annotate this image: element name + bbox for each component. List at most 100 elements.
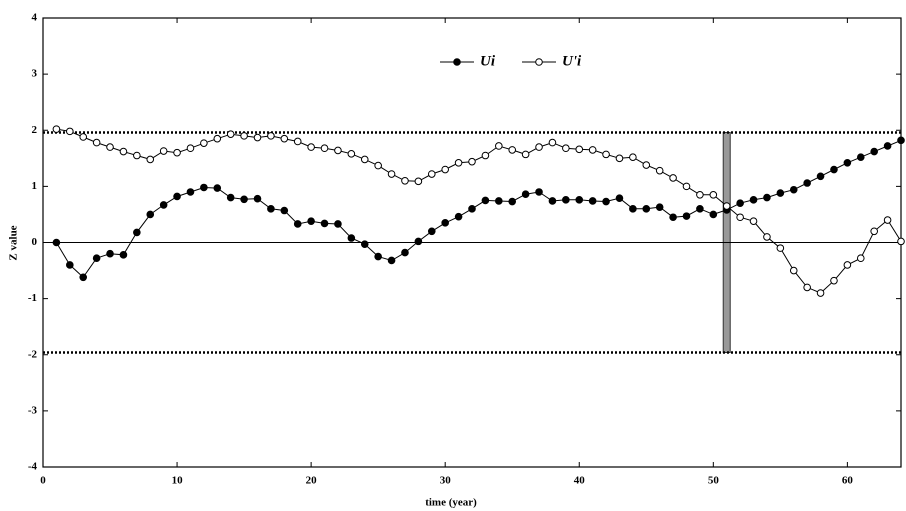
data-point — [320, 144, 329, 153]
data-point — [240, 195, 248, 204]
x-tick-label: 30 — [440, 475, 452, 487]
y-tick-label: -3 — [28, 404, 38, 416]
legend-label: Ui — [480, 53, 496, 69]
data-point — [119, 251, 128, 259]
data-point — [334, 146, 342, 155]
y-tick-label: -2 — [28, 348, 38, 360]
data-point — [508, 146, 517, 154]
x-tick-label: 0 — [40, 475, 46, 487]
data-point — [615, 154, 624, 163]
data-point — [897, 237, 905, 246]
data-point — [736, 213, 744, 222]
data-point — [374, 161, 382, 170]
data-point — [856, 254, 865, 263]
data-point — [468, 205, 476, 213]
data-point — [830, 165, 838, 174]
data-point — [66, 127, 74, 136]
data-point — [816, 172, 825, 181]
x-tick-label: 60 — [842, 475, 854, 487]
data-point — [588, 197, 597, 205]
data-point — [307, 217, 315, 225]
data-point — [468, 157, 476, 166]
data-point — [374, 252, 382, 261]
data-point — [79, 273, 88, 282]
y-tick-label: 4 — [32, 12, 38, 24]
data-point — [789, 185, 798, 194]
data-point — [629, 205, 637, 213]
data-point — [642, 161, 651, 169]
data-point — [280, 134, 289, 143]
data-point — [856, 153, 865, 161]
x-tick-label: 10 — [172, 475, 184, 487]
data-point — [602, 197, 610, 206]
y-tick-label: 1 — [32, 180, 38, 192]
data-point — [575, 196, 584, 204]
data-point — [696, 205, 704, 213]
data-point — [696, 190, 704, 199]
data-point — [789, 266, 798, 275]
data-point — [548, 197, 557, 205]
data-point — [200, 183, 208, 192]
data-point — [427, 227, 436, 236]
data-point — [106, 249, 114, 258]
data-point — [709, 210, 718, 219]
data-point — [655, 203, 664, 211]
data-point — [226, 193, 235, 202]
data-point — [240, 132, 248, 140]
data-point — [253, 133, 262, 142]
data-point — [414, 237, 423, 246]
data-point — [669, 174, 677, 182]
data-point — [897, 136, 905, 145]
data-point — [481, 151, 490, 160]
x-tick-label: 40 — [574, 475, 586, 487]
data-point — [763, 233, 771, 241]
data-point — [575, 145, 584, 154]
data-point — [682, 182, 691, 191]
data-point — [213, 184, 222, 192]
data-point — [535, 143, 543, 151]
data-point — [200, 139, 208, 147]
data-point — [401, 248, 409, 257]
data-point — [92, 138, 101, 147]
data-point — [360, 240, 369, 248]
x-axis-label: time (year) — [425, 497, 477, 509]
data-point — [749, 217, 758, 225]
data-point — [508, 197, 517, 206]
data-point — [387, 256, 396, 265]
y-axis-label: Z value — [8, 225, 20, 260]
data-point — [334, 220, 342, 228]
data-point — [722, 202, 731, 210]
data-point — [186, 188, 195, 196]
data-point — [803, 283, 811, 292]
data-point — [146, 155, 155, 164]
data-point — [776, 244, 785, 252]
data-point — [414, 177, 423, 186]
data-point — [52, 238, 61, 247]
data-point — [548, 138, 557, 147]
data-point — [106, 143, 114, 151]
data-point — [682, 212, 691, 220]
data-point — [602, 150, 610, 159]
data-point — [521, 150, 530, 159]
series-line — [55, 139, 902, 279]
data-point — [66, 261, 74, 269]
data-point — [883, 216, 892, 224]
data-point — [709, 190, 718, 199]
data-point — [763, 193, 771, 202]
y-tick-label: 0 — [32, 236, 38, 248]
data-point — [736, 199, 744, 208]
data-point — [843, 159, 852, 167]
data-point — [267, 205, 275, 213]
data-point — [293, 220, 302, 228]
data-point — [226, 130, 235, 138]
data-point — [562, 144, 570, 153]
data-point — [749, 196, 758, 204]
data-point — [669, 213, 677, 222]
data-point — [280, 206, 289, 215]
data-point — [133, 228, 141, 237]
data-point — [535, 188, 543, 196]
y-tick-label: -1 — [28, 292, 37, 304]
data-point — [146, 210, 155, 219]
data-point — [347, 150, 356, 158]
data-point — [830, 276, 838, 285]
